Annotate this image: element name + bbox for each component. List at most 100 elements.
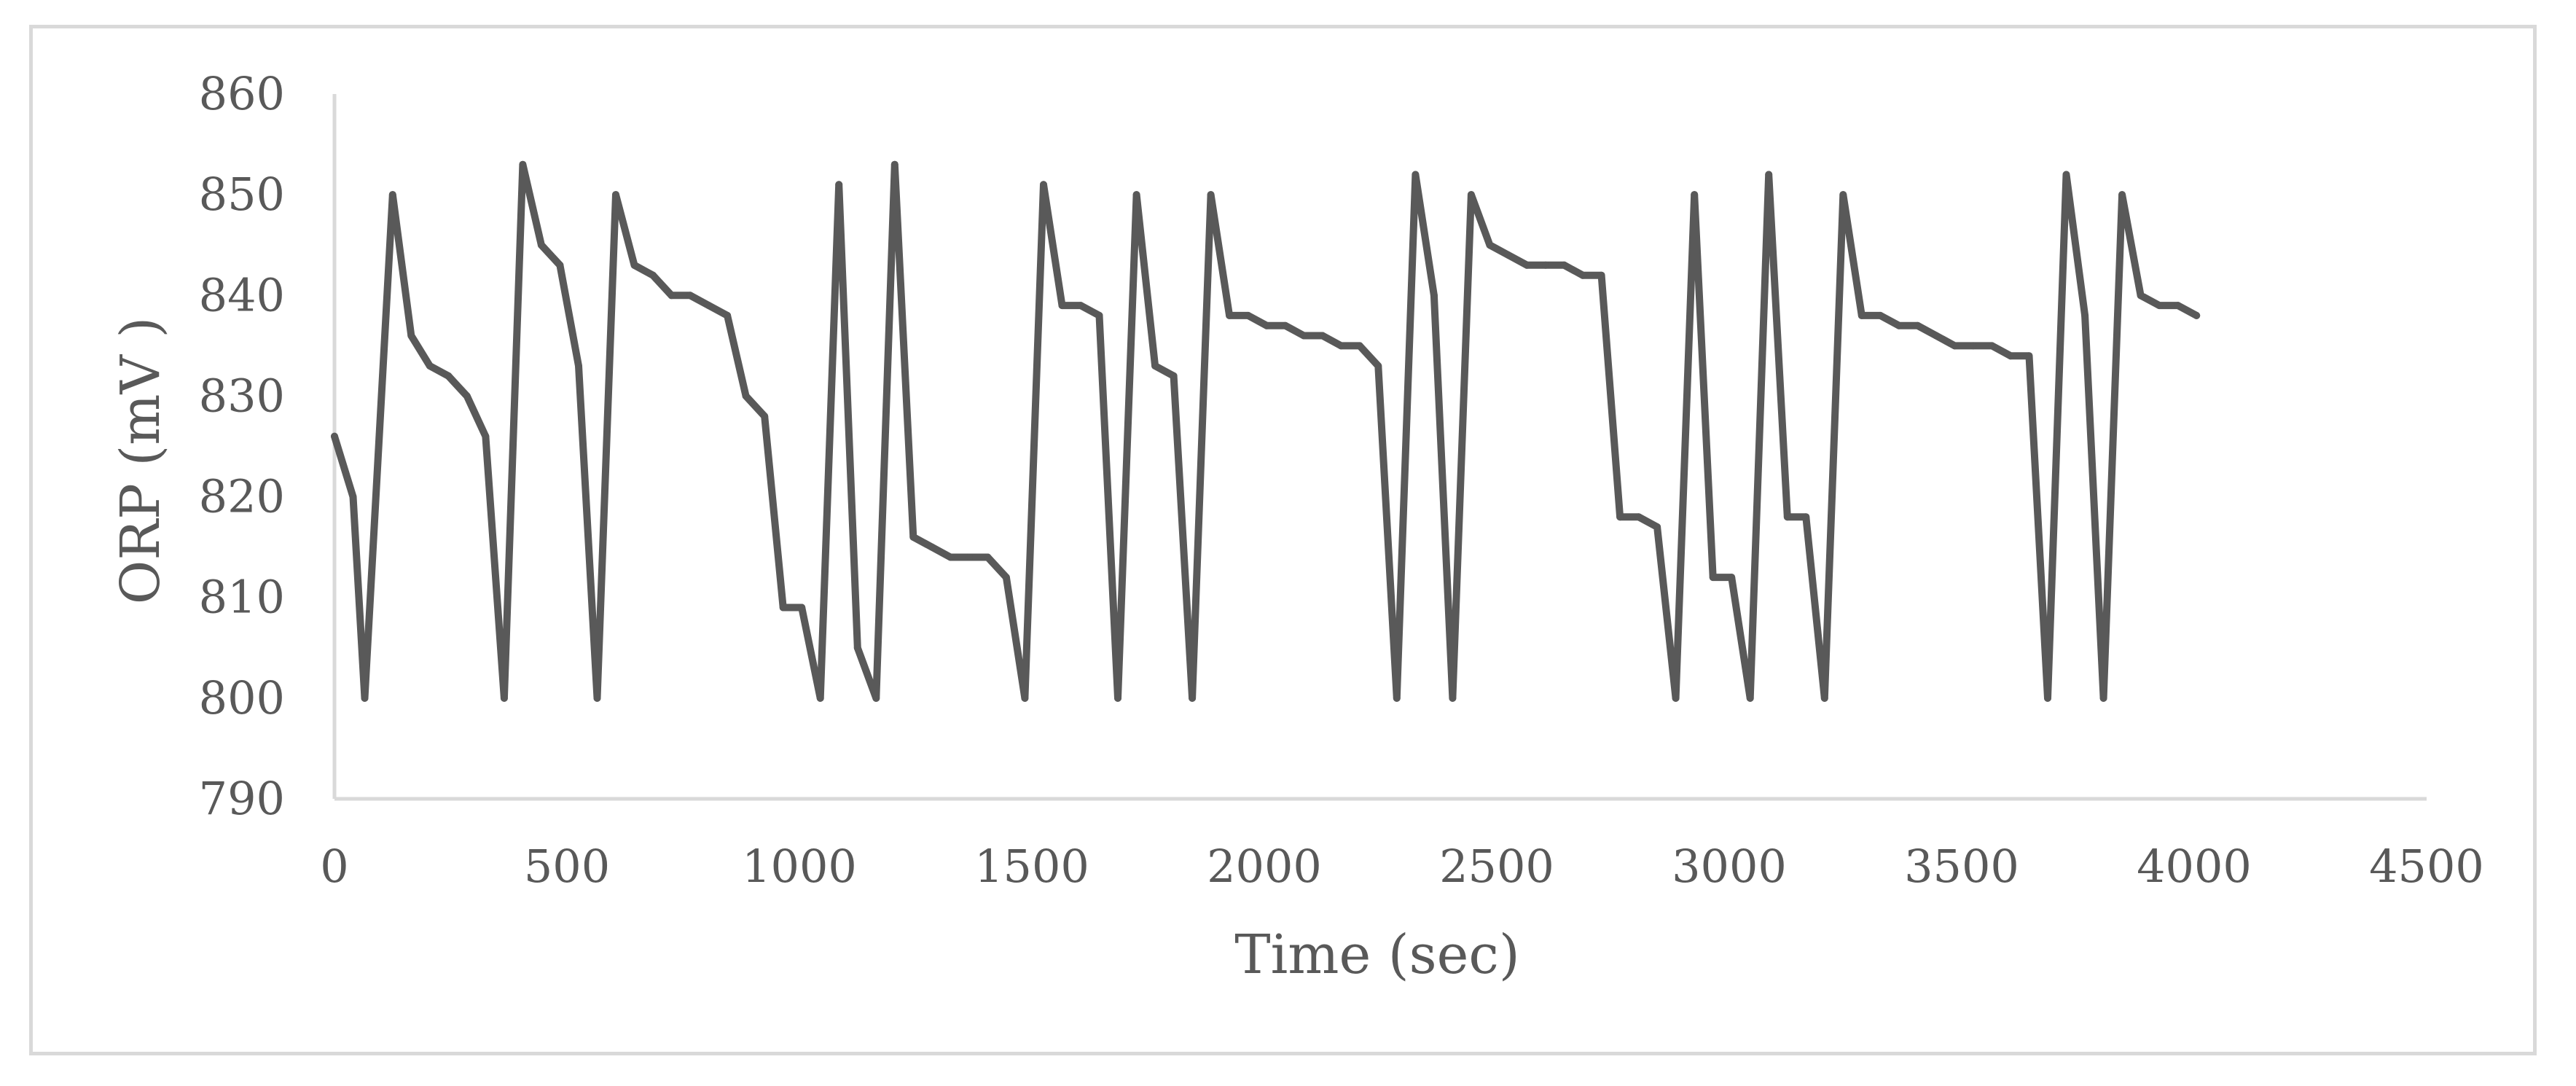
data-point bbox=[1189, 694, 1197, 702]
data-point bbox=[890, 160, 899, 168]
data-point bbox=[2099, 694, 2107, 702]
y-tick-label: 830 bbox=[199, 369, 285, 422]
data-point bbox=[835, 181, 843, 189]
data-point bbox=[331, 432, 338, 440]
data-point bbox=[742, 392, 750, 400]
data-point bbox=[798, 603, 806, 612]
data-point bbox=[361, 694, 369, 702]
data-point bbox=[1337, 342, 1345, 350]
data-point bbox=[872, 694, 880, 702]
data-point bbox=[1170, 372, 1178, 380]
y-tick-label: 800 bbox=[199, 671, 285, 724]
data-point bbox=[1765, 171, 1773, 179]
data-point bbox=[1300, 332, 1308, 340]
data-point bbox=[630, 261, 638, 269]
data-point bbox=[2193, 311, 2201, 319]
data-point bbox=[1969, 342, 1977, 350]
y-tick-label: 810 bbox=[199, 571, 285, 624]
data-point bbox=[1207, 191, 1215, 199]
data-point bbox=[928, 543, 936, 551]
data-point bbox=[724, 311, 732, 319]
x-tick-labels: 0 500 1000 1500 2000 2500 3000 3500 4000 4500 bbox=[320, 840, 2484, 893]
data-point bbox=[2025, 352, 2033, 360]
data-point bbox=[686, 292, 694, 300]
data-point bbox=[1728, 574, 1736, 582]
data-point bbox=[1653, 523, 1661, 531]
y-tick-label: 850 bbox=[199, 168, 285, 221]
data-point bbox=[2007, 352, 2014, 360]
y-tick-labels: 790 800 810 820 830 840 850 860 bbox=[199, 67, 285, 825]
data-point bbox=[761, 413, 769, 421]
data-point bbox=[1820, 694, 1828, 702]
data-point bbox=[705, 302, 713, 310]
data-point bbox=[1226, 311, 1234, 319]
data-point bbox=[2118, 191, 2126, 199]
data-point bbox=[1876, 311, 1884, 319]
data-point bbox=[2062, 171, 2070, 179]
data-point bbox=[2156, 302, 2164, 310]
x-axis-title: Time (sec) bbox=[1234, 923, 1519, 986]
y-axis-title: ORP (mV ) bbox=[109, 317, 172, 605]
data-point bbox=[1932, 332, 1940, 340]
data-point bbox=[2137, 292, 2145, 300]
x-tick-label: 3500 bbox=[1904, 840, 2019, 893]
x-tick-label: 4500 bbox=[2369, 840, 2484, 893]
data-point bbox=[1263, 321, 1271, 329]
data-point bbox=[1132, 191, 1140, 199]
data-point bbox=[1467, 191, 1475, 199]
data-point bbox=[1802, 513, 1810, 521]
data-point bbox=[1616, 513, 1624, 521]
y-tick-label: 840 bbox=[199, 268, 285, 321]
x-tick-label: 500 bbox=[524, 840, 610, 893]
data-point bbox=[1002, 574, 1010, 582]
x-tick-label: 1500 bbox=[974, 840, 1089, 893]
data-point bbox=[1077, 302, 1084, 310]
data-point bbox=[1449, 694, 1457, 702]
data-point bbox=[668, 292, 676, 300]
data-point bbox=[519, 160, 527, 168]
y-tick-label: 860 bbox=[199, 67, 285, 120]
data-point bbox=[445, 372, 453, 380]
data-point bbox=[1914, 321, 1922, 329]
data-point bbox=[1040, 181, 1047, 189]
data-point bbox=[1672, 694, 1680, 702]
x-tick-label: 1000 bbox=[742, 840, 857, 893]
data-point bbox=[909, 533, 917, 541]
data-point bbox=[779, 603, 787, 612]
data-point bbox=[1318, 332, 1326, 340]
data-point bbox=[2044, 694, 2051, 702]
data-point bbox=[1857, 311, 1866, 319]
data-point bbox=[1783, 513, 1791, 521]
data-point bbox=[482, 432, 490, 440]
data-point bbox=[1021, 694, 1029, 702]
data-point bbox=[388, 191, 396, 199]
data-point bbox=[1951, 342, 1959, 350]
data-point bbox=[1430, 292, 1438, 300]
data-point bbox=[1691, 191, 1699, 199]
data-point bbox=[500, 694, 508, 702]
data-point bbox=[1504, 251, 1512, 259]
x-tick-label: 2500 bbox=[1439, 840, 1554, 893]
data-point bbox=[1988, 342, 1996, 350]
data-point bbox=[2081, 311, 2089, 319]
data-point bbox=[1746, 694, 1754, 702]
data-point bbox=[612, 191, 619, 199]
data-point bbox=[1486, 241, 1494, 249]
data-points bbox=[331, 160, 2201, 702]
data-point bbox=[1839, 191, 1847, 199]
data-point bbox=[947, 553, 955, 561]
x-tick-label: 0 bbox=[320, 840, 348, 893]
data-point bbox=[2174, 302, 2182, 310]
data-point bbox=[1374, 362, 1382, 370]
data-point bbox=[1597, 271, 1605, 279]
data-point bbox=[1393, 694, 1401, 702]
data-point bbox=[407, 332, 415, 340]
x-tick-label: 3000 bbox=[1672, 840, 1787, 893]
data-point bbox=[1579, 271, 1586, 279]
data-point bbox=[537, 241, 545, 249]
data-point bbox=[463, 392, 471, 400]
data-point bbox=[1095, 311, 1103, 319]
data-point bbox=[1244, 311, 1252, 319]
data-point bbox=[556, 261, 564, 269]
